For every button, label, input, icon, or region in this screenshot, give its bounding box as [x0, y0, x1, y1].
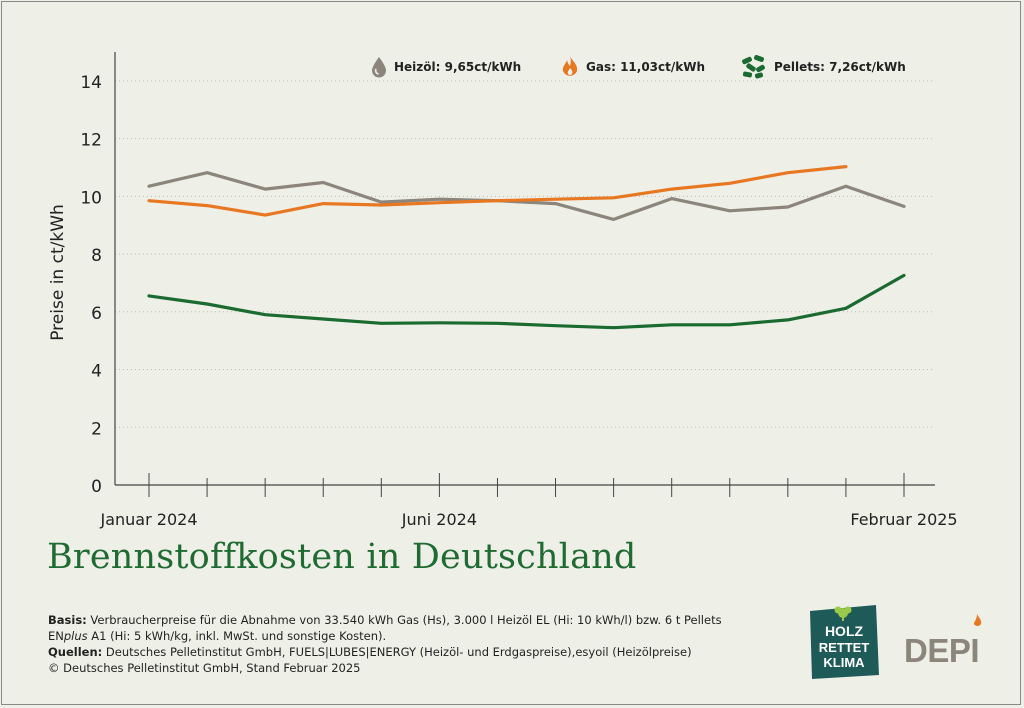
line-chart: 0 2 4 6 8 10 12 14 Januar 2024 Juni 2024 Februar 2…	[48, 52, 958, 529]
legend-item-heizoel: Heizöl: 9,65ct/kWh	[370, 54, 521, 80]
holz-logo-line-1: HOLZ	[825, 623, 864, 639]
holz-logo-line-2: RETTET	[819, 640, 870, 655]
sources-text: Deutsches Pelletinstitut GmbH, FUELS|LUB…	[102, 645, 692, 659]
holz-logo-line-3: KLIMA	[823, 655, 865, 670]
oil-drop-icon	[372, 57, 386, 78]
y-axis-title: Preise in ct/kWh	[48, 204, 68, 341]
y-tick-label: 0	[91, 477, 102, 497]
y-tick-label: 12	[80, 131, 102, 151]
sources-note: Quellen: Deutsches Pelletinstitut GmbH, …	[48, 644, 788, 660]
series-line-heizoel	[147, 171, 906, 221]
depi-flame-icon	[974, 614, 982, 627]
depi-logo-text: DEPI	[904, 632, 979, 668]
series-line-pellets	[147, 273, 906, 330]
legend-item-gas: Gas: 11,03ct/kWh	[560, 54, 705, 80]
copyright-note: © Deutsches Pelletinstitut GmbH, Stand F…	[48, 661, 361, 675]
y-tick-label: 4	[91, 362, 102, 382]
basis-note-continued: ENplus A1 (Hi: 5 kWh/kg, inkl. MwSt. und…	[48, 628, 788, 644]
x-tick-label: Januar 2024	[100, 510, 198, 529]
basis-en: EN	[48, 629, 64, 643]
y-tick-label: 14	[80, 73, 102, 93]
x-tick-label: Februar 2025	[850, 510, 957, 529]
basis-text-1: Verbraucherpreise für die Abnahme von 33…	[86, 613, 722, 627]
sources-label: Quellen:	[48, 645, 103, 659]
holz-rettet-klima-logo: HOLZ RETTET KLIMA	[810, 605, 879, 679]
depi-logo: DEPI	[904, 614, 982, 668]
series-line-gas	[147, 165, 848, 217]
footnotes: Basis: Verbraucherpreise für die Abnahme…	[48, 612, 788, 676]
basis-label: Basis:	[48, 613, 87, 627]
basis-note: Basis: Verbraucherpreise für die Abnahme…	[48, 612, 788, 628]
basis-text-2: A1 (Hi: 5 kWh/kg, inkl. MwSt. und sonsti…	[87, 629, 387, 643]
tree-icon	[834, 606, 852, 621]
y-tick-label: 8	[91, 246, 102, 266]
y-tick-label: 10	[80, 188, 102, 208]
legend-label-heizoel: Heizöl: 9,65ct/kWh	[394, 60, 522, 74]
legend-label-pellets: Pellets: 7,26ct/kWh	[774, 60, 906, 74]
headline: Brennstoffkosten in Deutschland	[47, 537, 637, 577]
basis-plus: plus	[63, 629, 88, 643]
y-tick-label: 2	[91, 419, 102, 439]
y-tick-label: 6	[91, 304, 102, 324]
flame-icon	[562, 56, 578, 76]
x-tick-label: Juni 2024	[401, 510, 477, 529]
legend-label-gas: Gas: 11,03ct/kWh	[586, 60, 706, 74]
legend-item-pellets: Pellets: 7,26ct/kWh	[740, 54, 906, 80]
pellets-icon	[742, 55, 765, 79]
